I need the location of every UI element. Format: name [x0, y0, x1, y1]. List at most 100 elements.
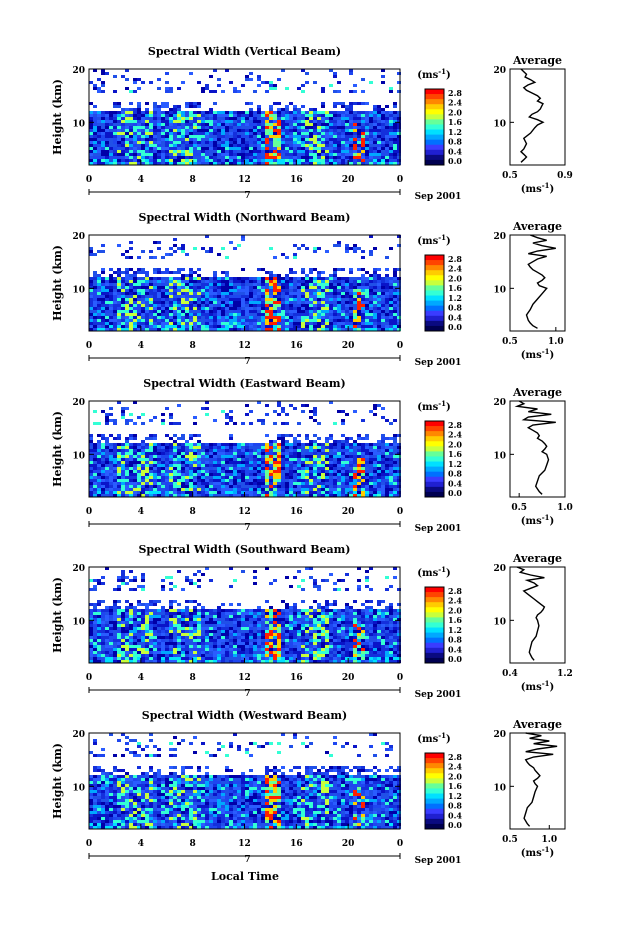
heatmap-cell — [305, 283, 309, 286]
heatmap-cell — [249, 280, 253, 283]
heatmap-cell — [173, 126, 177, 129]
heatmap-cell — [353, 455, 357, 458]
heatmap-cell — [269, 485, 273, 488]
heatmap-cell — [361, 461, 365, 464]
heatmap-cell — [153, 473, 157, 476]
heatmap-cell — [281, 114, 285, 117]
heatmap-cell — [193, 485, 197, 488]
heatmap-cell — [377, 289, 381, 292]
heatmap-cell — [253, 117, 257, 120]
heatmap-cell — [225, 153, 229, 156]
heatmap-cell — [341, 135, 345, 138]
heatmap-cell — [293, 443, 297, 446]
heatmap-cell — [373, 283, 377, 286]
heatmap-cell — [309, 322, 313, 325]
heatmap-cell — [133, 286, 137, 289]
heatmap-cell — [329, 153, 333, 156]
heatmap-cell — [225, 467, 229, 470]
heatmap-cell — [149, 298, 153, 301]
heatmap-cell — [385, 280, 389, 283]
heatmap-cell — [189, 268, 193, 271]
heatmap-cell — [149, 147, 153, 150]
heatmap-cell — [321, 446, 325, 449]
heatmap-cell — [381, 114, 385, 117]
heatmap-cell — [321, 144, 325, 147]
heatmap-cell — [157, 283, 161, 286]
heatmap-cell — [301, 322, 305, 325]
heatmap-cell — [173, 479, 177, 482]
heatmap-cell — [241, 316, 245, 319]
heatmap-cell — [113, 138, 117, 141]
heatmap-cell — [381, 144, 385, 147]
heatmap-cell — [261, 328, 265, 331]
heatmap-cell — [173, 286, 177, 289]
heatmap-cell — [345, 301, 349, 304]
heatmap-cell — [157, 268, 161, 271]
heatmap-cell — [341, 120, 345, 123]
heatmap-cell — [161, 304, 165, 307]
heatmap-cell — [129, 135, 133, 138]
heatmap-cell — [141, 129, 145, 132]
heatmap-cell — [261, 283, 265, 286]
heatmap-cell — [305, 277, 309, 280]
heatmap-cell — [249, 114, 253, 117]
heatmap-cell — [321, 479, 325, 482]
heatmap-cell — [105, 111, 109, 114]
heatmap-cell — [121, 280, 125, 283]
heatmap-cell — [349, 108, 353, 111]
heatmap-cell — [221, 319, 225, 322]
heatmap-cell — [305, 280, 309, 283]
heatmap-cell — [325, 494, 329, 497]
heatmap-cell — [305, 307, 309, 310]
heatmap-cell — [209, 491, 213, 494]
heatmap-cell — [165, 271, 169, 274]
heatmap-cell — [97, 114, 101, 117]
heatmap-cell — [237, 111, 241, 114]
heatmap-cell — [305, 328, 309, 331]
heatmap-cell — [273, 328, 277, 331]
heatmap-cell — [337, 159, 341, 162]
heatmap-cell — [89, 301, 93, 304]
heatmap-cell — [349, 452, 353, 455]
heatmap-cell — [149, 123, 153, 126]
heatmap-cell — [145, 277, 149, 280]
heatmap-cell — [173, 485, 177, 488]
heatmap-cell — [105, 443, 109, 446]
heatmap-cell — [377, 440, 381, 443]
heatmap-cell — [117, 325, 121, 328]
heatmap-cell — [161, 446, 165, 449]
heatmap-cell — [129, 90, 133, 93]
heatmap-cell — [365, 322, 369, 325]
heatmap-cell — [289, 289, 293, 292]
heatmap-cell — [381, 443, 385, 446]
heatmap-cell — [93, 144, 97, 147]
heatmap-cell — [109, 461, 113, 464]
heatmap-cell — [281, 443, 285, 446]
heatmap-cell — [145, 301, 149, 304]
panel-4: Spectral Width (Southward Beam)2010Heigh… — [51, 543, 573, 700]
heatmap-cell — [353, 491, 357, 494]
heatmap-cell — [125, 138, 129, 141]
heatmap-cell — [209, 162, 213, 165]
heatmap-cell — [245, 277, 249, 280]
heatmap-cell — [301, 410, 305, 413]
heatmap-cell — [285, 476, 289, 479]
heatmap-cell — [141, 479, 145, 482]
heatmap-cell — [397, 120, 401, 123]
heatmap-cell — [281, 111, 285, 114]
heatmap-cell — [293, 138, 297, 141]
heatmap-cell — [353, 301, 357, 304]
heatmap-cell — [141, 277, 145, 280]
heatmap-cell — [233, 458, 237, 461]
heatmap-cell — [313, 298, 317, 301]
heatmap-cell — [373, 138, 377, 141]
heatmap-cell — [221, 132, 225, 135]
heatmap-cell — [345, 129, 349, 132]
heatmap-cell — [121, 129, 125, 132]
heatmap-cell — [385, 141, 389, 144]
heatmap-cell — [225, 458, 229, 461]
heatmap-cell — [129, 117, 133, 120]
heatmap-cell — [329, 322, 333, 325]
heatmap-cell — [373, 455, 377, 458]
heatmap-cell — [333, 455, 337, 458]
